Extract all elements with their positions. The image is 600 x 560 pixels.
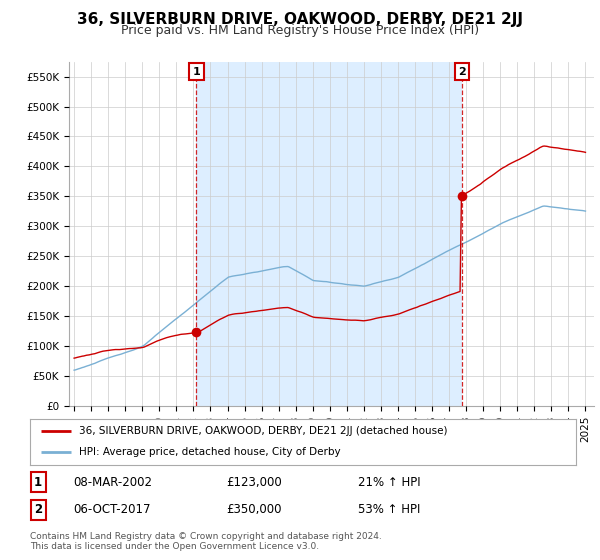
Text: £123,000: £123,000	[227, 475, 283, 488]
Text: 08-MAR-2002: 08-MAR-2002	[74, 475, 152, 488]
Text: 2: 2	[34, 503, 42, 516]
Text: 21% ↑ HPI: 21% ↑ HPI	[358, 475, 420, 488]
Text: 1: 1	[34, 475, 42, 488]
Text: 36, SILVERBURN DRIVE, OAKWOOD, DERBY, DE21 2JJ (detached house): 36, SILVERBURN DRIVE, OAKWOOD, DERBY, DE…	[79, 426, 448, 436]
Text: 06-OCT-2017: 06-OCT-2017	[74, 503, 151, 516]
Text: £350,000: £350,000	[227, 503, 282, 516]
Text: Price paid vs. HM Land Registry's House Price Index (HPI): Price paid vs. HM Land Registry's House …	[121, 24, 479, 37]
Text: 36, SILVERBURN DRIVE, OAKWOOD, DERBY, DE21 2JJ: 36, SILVERBURN DRIVE, OAKWOOD, DERBY, DE…	[77, 12, 523, 27]
Text: HPI: Average price, detached house, City of Derby: HPI: Average price, detached house, City…	[79, 447, 341, 458]
Bar	[196, 62, 462, 406]
Text: 1: 1	[193, 67, 200, 77]
Text: 53% ↑ HPI: 53% ↑ HPI	[358, 503, 420, 516]
Text: Contains HM Land Registry data © Crown copyright and database right 2024.
This d: Contains HM Land Registry data © Crown c…	[30, 532, 382, 552]
Text: 2: 2	[458, 67, 466, 77]
